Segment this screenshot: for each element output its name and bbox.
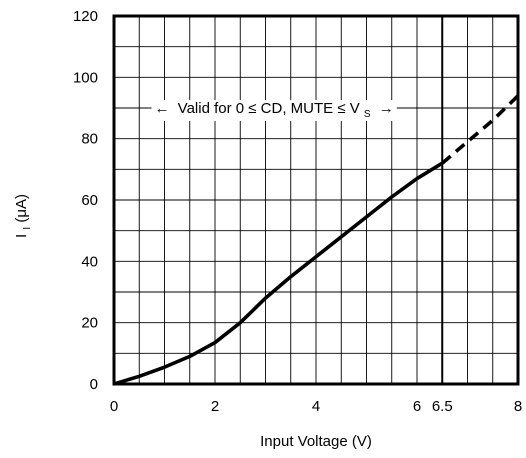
validity-annotation: ← Valid for 0 ≤ CD, MUTE ≤ V S →	[151, 100, 397, 121]
y-axis-label-sub: I	[22, 227, 33, 230]
y-tick-label: 100	[73, 69, 98, 86]
x-tick-label: 8	[514, 398, 522, 415]
series-line	[113, 161, 444, 386]
annotation-left-arrow: ←	[155, 100, 170, 117]
y-tick-label: 120	[73, 8, 98, 25]
y-tick-label: 0	[90, 376, 98, 393]
annotation-subscript: S	[364, 109, 371, 120]
x-tick-label: 4	[312, 398, 320, 415]
annotation-text: ← Valid for 0 ≤ CD, MUTE ≤ V S →	[155, 100, 394, 121]
y-tick-label: 80	[81, 131, 98, 148]
series-layer	[113, 94, 520, 386]
x-tick-label-extra: 6.5	[432, 398, 453, 415]
x-tick-label: 2	[211, 398, 219, 415]
x-tick-label: 6	[413, 398, 421, 415]
y-tick-label: 20	[81, 315, 98, 332]
y-tick-labels: 0 20 40 60 80 100 120	[73, 8, 98, 393]
y-tick-label: 60	[81, 192, 98, 209]
grid	[113, 15, 519, 385]
y-axis-label-unit: (μA)	[13, 194, 30, 223]
annotation-main-text: Valid for 0 ≤ CD, MUTE ≤ V	[178, 100, 360, 117]
x-tick-labels: 0 2 4 6 8 6.5	[110, 398, 522, 415]
plot-frame	[112, 14, 520, 386]
annotation-right-arrow: →	[379, 100, 394, 117]
y-axis-label-main: I	[13, 234, 30, 238]
x-axis-label: Input Voltage (V)	[260, 433, 372, 450]
y-tick-label: 40	[81, 253, 98, 270]
y-axis-label: I I (μA)	[13, 194, 34, 238]
series-line-extrapolated	[441, 94, 520, 165]
annotation-background	[151, 100, 397, 121]
x-tick-label: 0	[110, 398, 118, 415]
